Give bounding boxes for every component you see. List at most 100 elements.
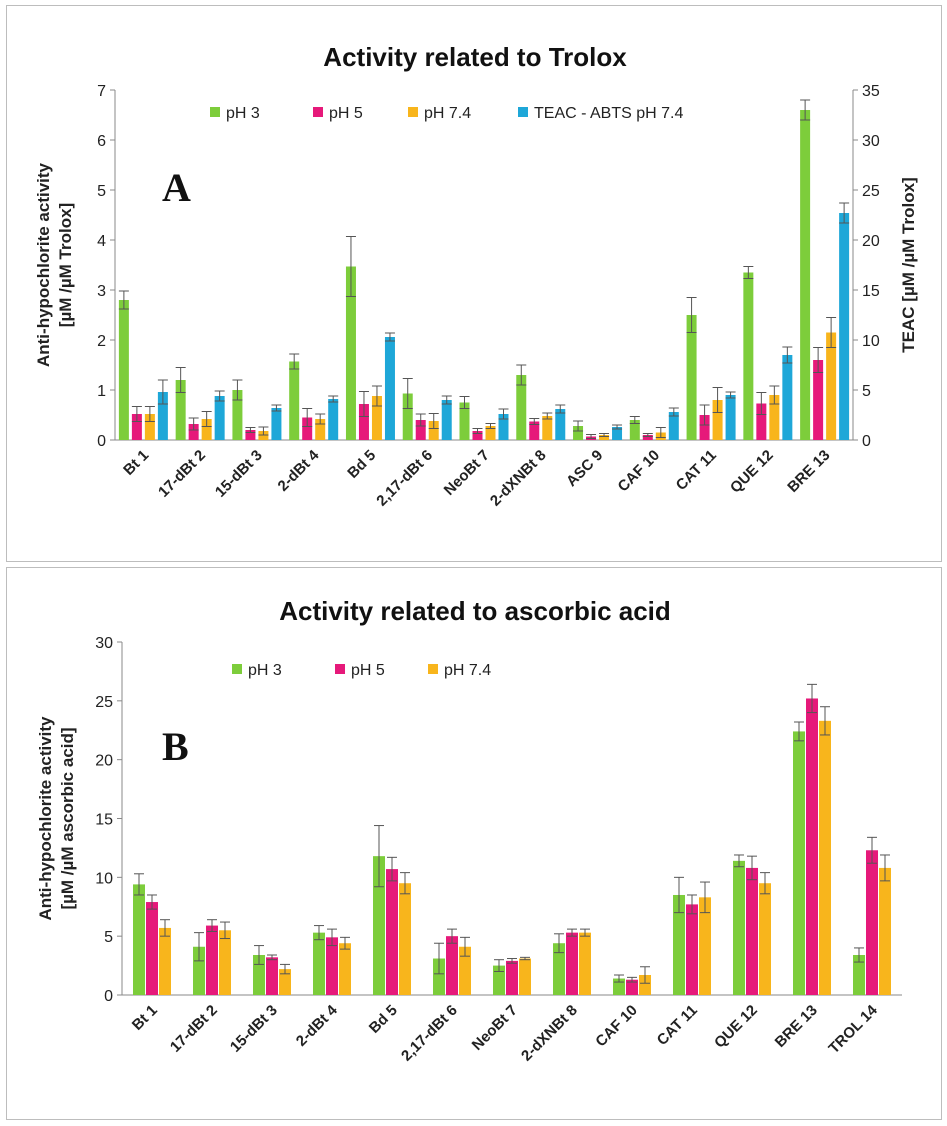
panel-letter: B (162, 724, 189, 769)
chart-title: Activity related to Trolox (323, 42, 627, 72)
bar (232, 390, 243, 440)
bar (175, 380, 186, 440)
bar (806, 698, 818, 995)
y-tick-label: 10 (95, 870, 113, 887)
y-right-tick-label: 25 (862, 183, 880, 200)
bar (428, 421, 439, 440)
x-tick-label: 2-dBt 4 (275, 446, 323, 494)
x-tick-label: 2-dXNBt 8 (487, 447, 550, 510)
bar (686, 904, 698, 995)
bar (313, 932, 325, 995)
bar (519, 958, 531, 995)
bar (402, 393, 413, 440)
bar (219, 930, 231, 995)
bar (769, 395, 780, 440)
bar (733, 860, 745, 995)
bar (339, 943, 351, 995)
bar (498, 414, 509, 440)
legend-entry: pH 5 (351, 662, 385, 679)
bar (146, 902, 158, 995)
bar (746, 867, 758, 995)
y-tick-label: 1 (97, 383, 106, 400)
y-axis-right-label: TEAC [µM /µM Trolox] (899, 177, 918, 352)
y-tick-label: 15 (95, 812, 113, 829)
bar (371, 396, 382, 440)
x-tick-label: CAF 10 (615, 447, 664, 496)
bar (613, 978, 625, 995)
x-tick-label: TROL 14 (825, 1001, 881, 1057)
bar (673, 894, 685, 995)
x-tick-label: 15-dBt 3 (227, 1002, 281, 1056)
legend-swatch (335, 664, 345, 674)
x-tick-label: 17-dBt 2 (167, 1002, 221, 1056)
y-tick-label: 0 (104, 988, 113, 1005)
bar (800, 110, 811, 440)
y-tick-label: 2 (97, 333, 106, 350)
bar (399, 883, 411, 995)
bar (699, 415, 710, 440)
bar (201, 419, 212, 440)
bar (813, 360, 824, 440)
bar (612, 427, 623, 440)
bar (214, 396, 225, 440)
legend-entry: pH 7.4 (424, 105, 471, 122)
bar (853, 954, 865, 995)
bar (315, 419, 326, 440)
bar (725, 395, 736, 440)
legend-entry: pH 3 (248, 662, 282, 679)
x-tick-label: CAT 11 (673, 447, 720, 494)
legend-swatch (232, 664, 242, 674)
bar (144, 414, 155, 440)
bar (188, 424, 199, 440)
x-tick-label: 2,17-dBt 6 (398, 1002, 461, 1065)
x-tick-label: ASC 9 (563, 447, 606, 490)
chart-title: Activity related to ascorbic acid (279, 596, 671, 626)
x-tick-label: Bd 5 (344, 447, 379, 482)
x-tick-label: 2-dXNBt 8 (518, 1002, 581, 1065)
y-tick-label: 25 (95, 694, 113, 711)
bar (279, 969, 291, 995)
x-tick-label: Bt 1 (120, 447, 152, 479)
bar (157, 392, 168, 440)
bar (266, 957, 278, 995)
legend-swatch (408, 107, 418, 117)
x-tick-label: QUE 12 (727, 447, 777, 497)
bar (599, 435, 610, 440)
legend-entry: pH 7.4 (444, 662, 491, 679)
bar (485, 426, 496, 440)
y-tick-label: 5 (97, 183, 106, 200)
bar (459, 946, 471, 995)
legend-entry: pH 5 (329, 105, 363, 122)
bar (326, 937, 338, 995)
y-tick-label: 0 (97, 433, 106, 450)
y-right-tick-label: 10 (862, 333, 880, 350)
chart-b-svg: Activity related to ascorbic acid B 0 5 10 15… (36, 596, 902, 1065)
y-axis-label: Anti-hypochlorite activity (34, 162, 53, 367)
x-tick-label: CAT 11 (654, 1002, 701, 1049)
bar (159, 927, 171, 995)
bar (131, 414, 142, 440)
legend-swatch (210, 107, 220, 117)
bar (642, 435, 653, 440)
legend-swatch (518, 107, 528, 117)
x-tick-label: NeoBt 7 (441, 447, 493, 499)
bar (668, 412, 679, 440)
bar (193, 946, 205, 995)
bar (626, 979, 638, 995)
bar (133, 884, 145, 995)
bar (566, 932, 578, 995)
x-tick-label: QUE 12 (711, 1002, 761, 1052)
bar (686, 315, 697, 440)
bar (373, 856, 385, 995)
x-tick-label: Bt 1 (129, 1002, 161, 1034)
bar (529, 421, 540, 440)
bar (415, 420, 426, 440)
bar (459, 402, 470, 440)
bar (493, 965, 505, 995)
y-right-tick-label: 30 (862, 133, 880, 150)
x-tick-label: BRE 13 (772, 1002, 821, 1051)
bar (506, 960, 518, 995)
bar (302, 417, 313, 440)
bar (826, 332, 837, 440)
bar (743, 272, 754, 440)
